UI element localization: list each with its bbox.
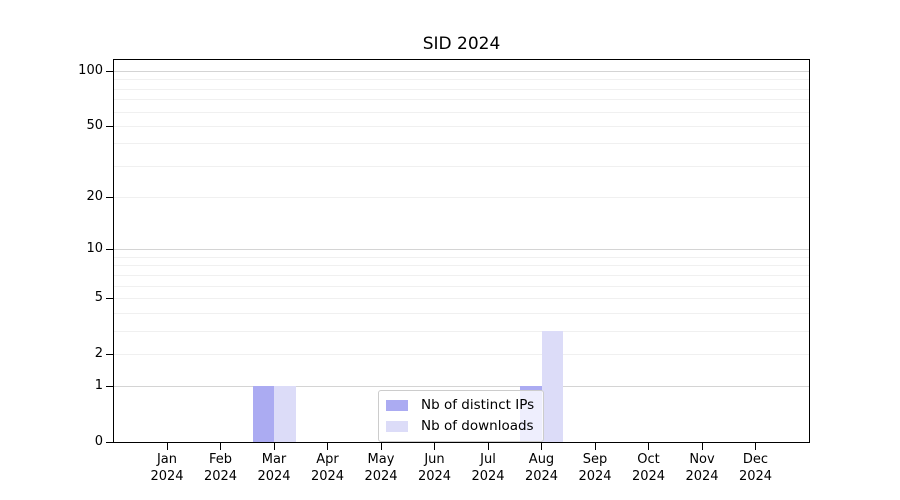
gridline-major [114,70,809,72]
legend-swatch [386,400,408,411]
x-axis-tick [648,443,649,450]
legend-item: Nb of downloads [386,418,534,435]
gridline-minor [114,330,809,332]
legend-swatch [386,421,408,432]
x-axis-tick-label: Jul 2024 [471,452,505,484]
x-axis-tick-label: Aug 2024 [524,452,559,484]
x-axis-tick-label: Dec 2024 [738,452,773,484]
x-axis-tick-label: Nov 2024 [685,452,719,484]
x-axis-tick [541,443,542,450]
gridline-minor [114,297,809,299]
gridline-minor [114,265,809,267]
x-axis-tick [487,443,489,450]
x-axis-tick-label: May 2024 [364,452,398,484]
x-axis-tick [166,443,168,450]
y-axis-tick [106,125,113,127]
gridline-minor [114,88,809,90]
x-axis-tick-label: Sep 2024 [578,452,612,484]
bar-downloads [541,330,563,442]
y-axis-tick [106,386,113,388]
x-axis-tick [434,443,435,450]
x-axis-tick [380,443,382,450]
y-axis-tick [106,70,113,72]
y-axis-tick [106,353,113,355]
gridline-minor [114,125,809,127]
y-axis-tick-label: 50 [86,117,103,133]
gridline-minor [114,79,809,81]
x-axis-tick-label: Oct 2024 [631,452,666,484]
bar-downloads [274,386,296,442]
gridline-minor [114,285,809,287]
y-axis-tick-label: 100 [78,62,103,78]
legend-label: Nb of distinct IPs [421,397,535,413]
legend-label: Nb of downloads [421,418,534,434]
y-axis-tick [106,297,113,299]
x-axis-tick-label: Apr 2024 [310,452,345,484]
x-axis-tick [327,443,328,450]
x-axis-tick [273,443,275,450]
x-axis-tick [701,443,703,450]
y-axis-tick [106,197,113,199]
gridline-minor [114,353,809,355]
y-axis-tick-label: 2 [94,345,103,361]
bar-distinct-ips [252,386,274,442]
y-axis-tick [106,442,113,443]
gridline-minor [114,256,809,258]
x-axis-tick-label: Mar 2024 [257,452,291,484]
plot-area: Nb of distinct IPs Nb of downloads 0 1 2 5 10… [78,59,810,484]
gridline-minor [114,312,809,314]
legend-item: Nb of distinct IPs [386,397,534,414]
y-axis-tick [106,249,113,251]
gridline-minor [114,197,809,199]
chart-title: SID 2024 [422,34,501,54]
x-axis-tick-label: Jan 2024 [150,452,184,484]
y-axis-tick-label: 1 [94,378,103,394]
gridline-minor [114,165,809,167]
x-axis-tick [220,443,221,450]
x-axis-tick [755,443,756,450]
x-axis-tick [594,443,596,450]
x-axis-tick-label: Jun 2024 [417,452,452,484]
gridline-minor [114,99,809,101]
gridline-major [114,249,809,251]
y-axis-tick-label: 5 [94,289,103,305]
x-axis-tick-label: Feb 2024 [203,452,238,484]
y-axis-tick-label: 0 [94,434,103,449]
gridline-minor [114,274,809,276]
gridline-major [114,386,809,388]
y-axis-tick-label: 10 [86,241,103,257]
gridline-minor [114,143,809,145]
gridline-minor [114,111,809,113]
legend: Nb of distinct IPs Nb of downloads [378,390,545,442]
y-axis-tick-label: 20 [86,189,103,205]
